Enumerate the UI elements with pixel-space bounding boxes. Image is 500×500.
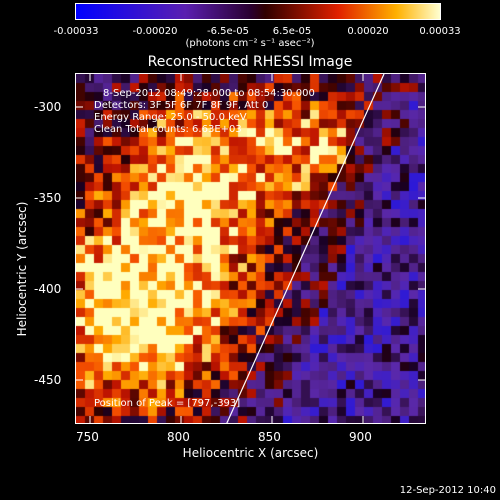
colorbar-tick: 0.00033	[419, 26, 461, 37]
colorbar-tick: 0.00020	[347, 26, 389, 37]
heatmap-canvas	[76, 74, 425, 423]
peak-position-label: Position of Peak = [797,-393]	[94, 398, 241, 409]
colorbar	[75, 3, 441, 20]
energy-range-label: Energy Range: 25.0 - 50.0 keV	[94, 112, 247, 123]
colorbar-tick: 6.5e-05	[272, 26, 312, 37]
time-range-label: 8-Sep-2012 08:49:28.000 to 08:54:30.000	[103, 88, 315, 99]
colorbar-tick: -0.00033	[53, 26, 99, 37]
colorbar-unit: (photons cm⁻² s⁻¹ asec⁻²)	[185, 38, 315, 49]
timestamp: 12-Sep-2012 10:40	[399, 485, 496, 496]
rhessi-image	[75, 73, 426, 424]
y-tick-label: -400	[34, 282, 62, 296]
x-tick-label: 900	[349, 430, 372, 444]
x-tick-label: 800	[167, 430, 190, 444]
clean-counts-label: Clean Total counts: 6.63E+03	[94, 124, 242, 135]
image-title: Reconstructed RHESSI Image	[147, 54, 353, 70]
y-tick-label: -300	[34, 100, 62, 114]
detectors-label: Detectors: 3F 5F 6F 7F 8F 9F, Att 0	[94, 100, 269, 111]
y-tick-label: -350	[34, 191, 62, 205]
x-tick-label: 750	[76, 430, 99, 444]
y-axis-label: Heliocentric Y (arcsec)	[15, 201, 29, 337]
colorbar-tick: -6.5e-05	[207, 26, 249, 37]
x-axis-label: Heliocentric X (arcsec)	[182, 446, 319, 460]
limb-line	[226, 74, 385, 423]
colorbar-tick: -0.00020	[132, 26, 178, 37]
y-tick-label: -450	[34, 373, 62, 387]
x-tick-label: 850	[258, 430, 281, 444]
